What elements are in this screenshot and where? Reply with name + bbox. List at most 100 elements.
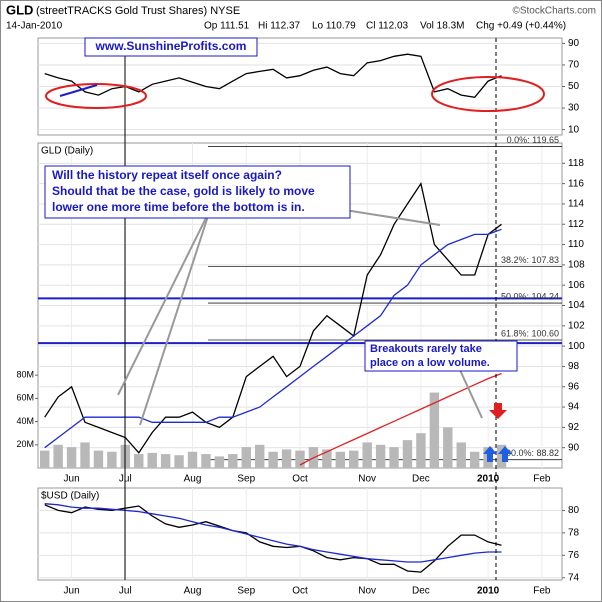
up-arrow xyxy=(498,446,512,462)
series-line xyxy=(44,181,502,454)
volume-bar xyxy=(335,451,346,468)
y-tick-label: 114 xyxy=(568,199,584,210)
x-tick-label: Aug xyxy=(184,474,202,485)
y-tick-label: 50 xyxy=(568,81,580,92)
series-line xyxy=(44,504,502,573)
stat: Hi 112.37 xyxy=(258,21,301,32)
y-tick-label: 100 xyxy=(568,341,585,352)
security-name: (streetTRACKS Gold Trust Shares) NYSE xyxy=(36,5,240,17)
x-tick-label: 2010 xyxy=(477,586,500,597)
volume-bar xyxy=(134,454,144,468)
volume-bar xyxy=(107,451,117,468)
callout xyxy=(344,209,441,226)
down-arrow xyxy=(489,403,507,419)
volume-bar xyxy=(362,442,372,468)
volume-bar xyxy=(416,433,426,468)
stat: Op 111.51 xyxy=(204,21,250,32)
volume-bar xyxy=(281,449,292,468)
volume-bar xyxy=(469,451,480,468)
stat: Chg +0.49 (+0.44%) xyxy=(476,21,566,32)
y-tick-label: 94 xyxy=(568,402,580,413)
y-tick-label: 92 xyxy=(568,422,580,433)
y-tick-label: 104 xyxy=(568,300,585,311)
source: ©StockCharts.com xyxy=(512,6,596,17)
y-tick-label: 90 xyxy=(568,38,580,49)
volume-bar xyxy=(147,452,157,468)
highlight xyxy=(431,76,545,112)
volume-bar xyxy=(174,455,184,468)
volume-bar xyxy=(93,450,104,468)
x-tick-label: Nov xyxy=(358,474,376,485)
volume-bar xyxy=(268,451,278,468)
stat: Vol 18.3M xyxy=(420,21,464,32)
volume-bar xyxy=(214,456,225,468)
volume-bar xyxy=(53,444,63,468)
y-tick-label: 102 xyxy=(568,320,585,331)
volume-bar xyxy=(295,450,305,468)
level-line xyxy=(59,84,98,97)
y-tick-label: 70 xyxy=(568,60,580,71)
y-tick-label: 108 xyxy=(568,260,585,271)
volume-bar xyxy=(201,454,211,468)
y-tick-label: 30 xyxy=(568,103,580,114)
note-box xyxy=(364,340,518,372)
y-tick-label: 76 xyxy=(568,550,580,561)
x-tick-label: Nov xyxy=(358,586,376,597)
y-tick-label: 78 xyxy=(568,528,580,539)
series-line xyxy=(44,503,502,563)
callout xyxy=(139,209,211,426)
x-tick-label: Jun xyxy=(64,586,80,597)
panel-title: $USD (Daily) xyxy=(41,491,99,502)
y-tick-label: 106 xyxy=(568,280,585,291)
x-tick-label: Sep xyxy=(237,474,255,485)
volume-bar xyxy=(254,444,265,468)
x-tick-label: Jul xyxy=(119,586,132,597)
volume-bar xyxy=(456,442,466,468)
website: www.SunshineProfits.com xyxy=(95,39,247,53)
stat: Cl 112.03 xyxy=(366,21,409,32)
x-tick-label: Oct xyxy=(292,474,308,485)
x-tick-label: Dec xyxy=(412,586,430,597)
fib-label: 61.8%: 100.60 xyxy=(501,328,559,338)
y-tick-label: 10 xyxy=(568,124,580,135)
volume-bar xyxy=(228,454,238,468)
y-tick-label: 96 xyxy=(568,381,580,392)
highlight xyxy=(45,83,147,109)
stat: Lo 110.79 xyxy=(312,21,356,32)
x-tick-label: Oct xyxy=(292,586,308,597)
fib-label: 50.0%: 104.24 xyxy=(501,291,559,301)
y2-tick-label: 60M xyxy=(16,393,34,403)
y2-tick-label: 20M xyxy=(16,439,34,449)
volume-bar xyxy=(429,392,440,468)
annotation: Should that be the case, gold is likely … xyxy=(52,184,315,198)
x-tick-label: Feb xyxy=(533,474,551,485)
x-tick-label: 2010 xyxy=(477,474,500,485)
y-tick-label: 112 xyxy=(568,219,584,230)
volume-bar xyxy=(241,447,251,468)
annotation-box xyxy=(44,165,351,219)
volume-bar xyxy=(389,447,399,468)
fib-label: 100.0%: 88.82 xyxy=(501,448,559,458)
volume-bar xyxy=(66,447,77,468)
volume-bar xyxy=(187,451,198,468)
callout xyxy=(459,369,483,419)
note: Breakouts rarely take xyxy=(370,343,482,355)
date: 14-Jan-2010 xyxy=(6,21,63,32)
note: place on a low volume. xyxy=(370,357,490,369)
x-tick-label: Sep xyxy=(237,586,255,597)
website-box xyxy=(84,37,258,57)
y-tick-label: 80 xyxy=(568,505,580,516)
volume-bar xyxy=(160,454,171,468)
volume-bar xyxy=(349,450,359,468)
volume-bar xyxy=(443,427,453,468)
volume-bar xyxy=(322,449,332,468)
y2-tick-label: 40M xyxy=(16,416,34,426)
series-line xyxy=(44,228,502,449)
volume-bar xyxy=(40,450,50,468)
volume-bar xyxy=(375,444,386,468)
callout xyxy=(117,209,211,396)
fib-label: 0.0%: 119.65 xyxy=(507,135,559,145)
fib-label: 38.2%: 107.83 xyxy=(501,255,559,265)
x-tick-label: Aug xyxy=(184,586,202,597)
